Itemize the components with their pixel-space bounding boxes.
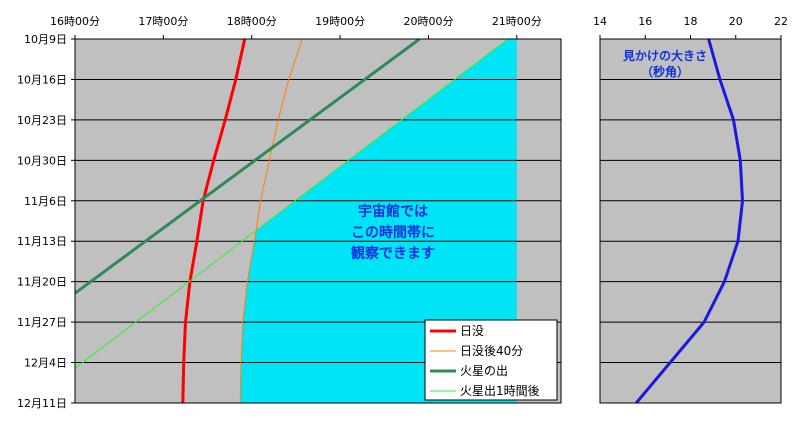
legend-label-mars-rise-1h: 火星出1時間後 <box>460 384 540 398</box>
observable-region <box>240 39 517 403</box>
side-title: 見かけの大きさ （秒角） <box>622 48 707 79</box>
side-x-tick-label: 14 <box>593 15 607 28</box>
main-x-tick-label: 16時00分 <box>50 15 100 28</box>
series-line-3 <box>75 39 509 369</box>
legend-label-mars-rise: 火星の出 <box>460 364 508 378</box>
apparent-size-line <box>635 39 744 403</box>
observable-annotation: 宇宙館では この時間帯に 観察できます <box>351 203 435 262</box>
main-y-tick-label: 10月30日 <box>17 154 67 167</box>
legend-box <box>424 319 558 401</box>
side-x-tick-label: 22 <box>774 15 788 28</box>
observable-region-group <box>240 39 517 403</box>
main-y-axis: 10月9日 10月16日 10月23日 10月30日 11月6日 11月13日 11月20日… <box>17 33 75 410</box>
annotation-line-3: 観察できます <box>351 245 435 262</box>
legend-label-sunset: 日没 <box>460 323 484 338</box>
main-x-tick-label: 21時00分 <box>492 15 542 28</box>
main-x-tick-label: 18時00分 <box>227 15 277 28</box>
side-title-line-2: （秒角） <box>641 64 689 79</box>
side-title-line-1: 見かけの大きさ <box>622 48 707 63</box>
main-y-tick-label: 11月13日 <box>17 235 67 248</box>
side-series-group <box>635 39 744 403</box>
main-x-tick-label: 19時00分 <box>315 15 365 28</box>
main-y-tick-label: 10月23日 <box>17 114 67 127</box>
main-y-tick-label: 11月20日 <box>17 276 67 289</box>
main-series-group <box>75 39 509 403</box>
main-y-tick-label: 11月6日 <box>24 195 67 208</box>
side-plot-area <box>600 39 781 403</box>
annotation-line-1: 宇宙館では <box>358 203 428 220</box>
side-x-tick-label: 18 <box>684 15 698 28</box>
annotation-line-2: この時間帯に <box>351 224 435 241</box>
legend-label-sunset-40: 日没後40分 <box>460 343 523 358</box>
main-x-tick-label: 17時00分 <box>138 15 188 28</box>
main-y-tick-label: 12月4日 <box>24 357 67 370</box>
side-x-tick-label: 16 <box>638 15 652 28</box>
series-line-0 <box>181 39 247 403</box>
main-y-tick-label: 12月11日 <box>17 397 67 410</box>
side-x-axis: 14 16 18 20 22 <box>593 15 788 39</box>
legend: 日没 日没後40分 火星の出 火星出1時間後 <box>424 319 558 401</box>
main-x-tick-label: 20時00分 <box>403 15 453 28</box>
series-line-1 <box>239 39 303 403</box>
main-x-axis: 16時00分 17時00分 18時00分 19時00分 20時00分 21時00分 <box>50 15 542 39</box>
main-y-tick-label: 10月16日 <box>17 73 67 86</box>
main-y-tick-label: 10月9日 <box>24 33 67 46</box>
main-y-tick-label: 11月27日 <box>17 316 67 329</box>
side-x-tick-label: 20 <box>729 15 743 28</box>
series-line-2 <box>75 39 421 295</box>
